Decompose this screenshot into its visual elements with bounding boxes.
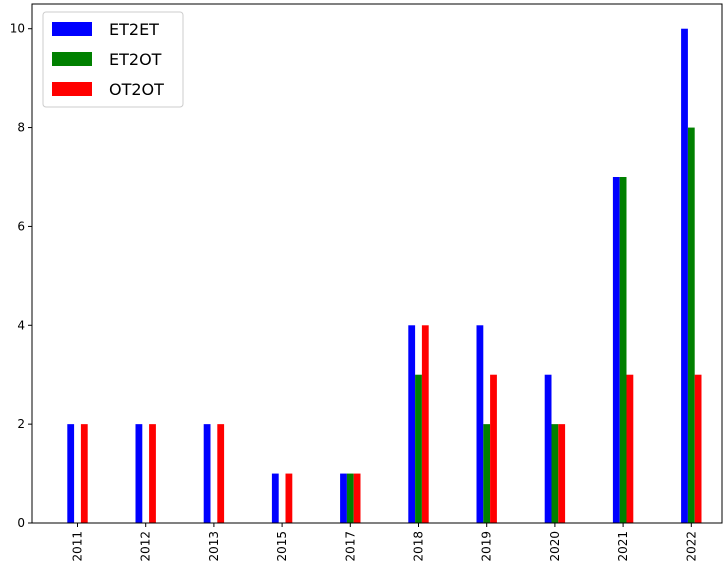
bar-ot2ot-2020 bbox=[558, 424, 566, 523]
bar-ot2ot-2011 bbox=[80, 424, 88, 523]
bars-group bbox=[67, 28, 702, 524]
bar-et2et-2022 bbox=[681, 28, 688, 524]
bar-et2et-2021 bbox=[612, 177, 620, 523]
x-tick-label: 2011 bbox=[71, 531, 85, 562]
bar-et2et-2019 bbox=[476, 325, 484, 523]
y-tick-label: 6 bbox=[17, 219, 25, 233]
y-tick-label: 4 bbox=[17, 318, 25, 332]
bar-et2ot-2021 bbox=[619, 177, 627, 523]
x-tick-label: 2019 bbox=[480, 531, 494, 562]
bar-ot2ot-2018 bbox=[421, 325, 429, 523]
bar-ot2ot-2017 bbox=[353, 473, 361, 523]
legend-label-et2et: ET2ET bbox=[109, 20, 159, 39]
legend-swatch-et2ot bbox=[52, 52, 92, 66]
bar-et2ot-2020 bbox=[551, 424, 559, 523]
x-tick-label: 2012 bbox=[139, 531, 153, 562]
y-tick-label: 0 bbox=[17, 516, 25, 530]
bar-et2et-2015 bbox=[271, 473, 279, 523]
bar-et2ot-2022 bbox=[687, 127, 695, 523]
axes-group: 0 2 4 6 8 10 2011 2012 2013 2015 2017 2018 2019 2020 2… bbox=[10, 3, 723, 562]
x-tick-label: 2022 bbox=[684, 531, 698, 562]
y-tick-label: 2 bbox=[17, 417, 25, 431]
bar-et2ot-2019 bbox=[483, 424, 491, 523]
bar-et2et-2011 bbox=[67, 424, 75, 523]
plot-frame bbox=[31, 3, 723, 524]
legend-swatch-et2et bbox=[52, 22, 92, 36]
y-tick-label: 8 bbox=[17, 121, 25, 135]
bar-et2et-2013 bbox=[203, 424, 211, 523]
bar-et2et-2020 bbox=[544, 374, 552, 523]
bar-ot2ot-2021 bbox=[626, 374, 634, 523]
bar-ot2ot-2015 bbox=[285, 473, 293, 523]
x-tick-label: 2017 bbox=[343, 531, 357, 562]
bar-et2ot-2018 bbox=[415, 374, 422, 523]
bar-ot2ot-2019 bbox=[490, 374, 497, 523]
x-tick-label: 2015 bbox=[275, 531, 289, 562]
legend: ET2ET ET2OT OT2OT bbox=[42, 11, 184, 108]
legend-label-et2ot: ET2OT bbox=[109, 50, 162, 69]
x-tick-label: 2018 bbox=[412, 531, 426, 562]
bar-et2et-2012 bbox=[135, 424, 143, 523]
bar-et2et-2017 bbox=[340, 473, 347, 523]
bar-et2ot-2017 bbox=[346, 473, 354, 523]
bar-ot2ot-2012 bbox=[149, 424, 156, 523]
x-tick-label: 2013 bbox=[207, 531, 221, 562]
bar-ot2ot-2022 bbox=[694, 374, 702, 523]
x-tick-label: 2020 bbox=[548, 531, 562, 562]
legend-label-ot2ot: OT2OT bbox=[109, 80, 164, 99]
bar-ot2ot-2013 bbox=[217, 424, 225, 523]
y-tick-label: 10 bbox=[10, 22, 25, 36]
x-tick-label: 2021 bbox=[616, 531, 630, 562]
legend-swatch-ot2ot bbox=[52, 82, 92, 96]
bar-et2et-2018 bbox=[408, 325, 416, 523]
